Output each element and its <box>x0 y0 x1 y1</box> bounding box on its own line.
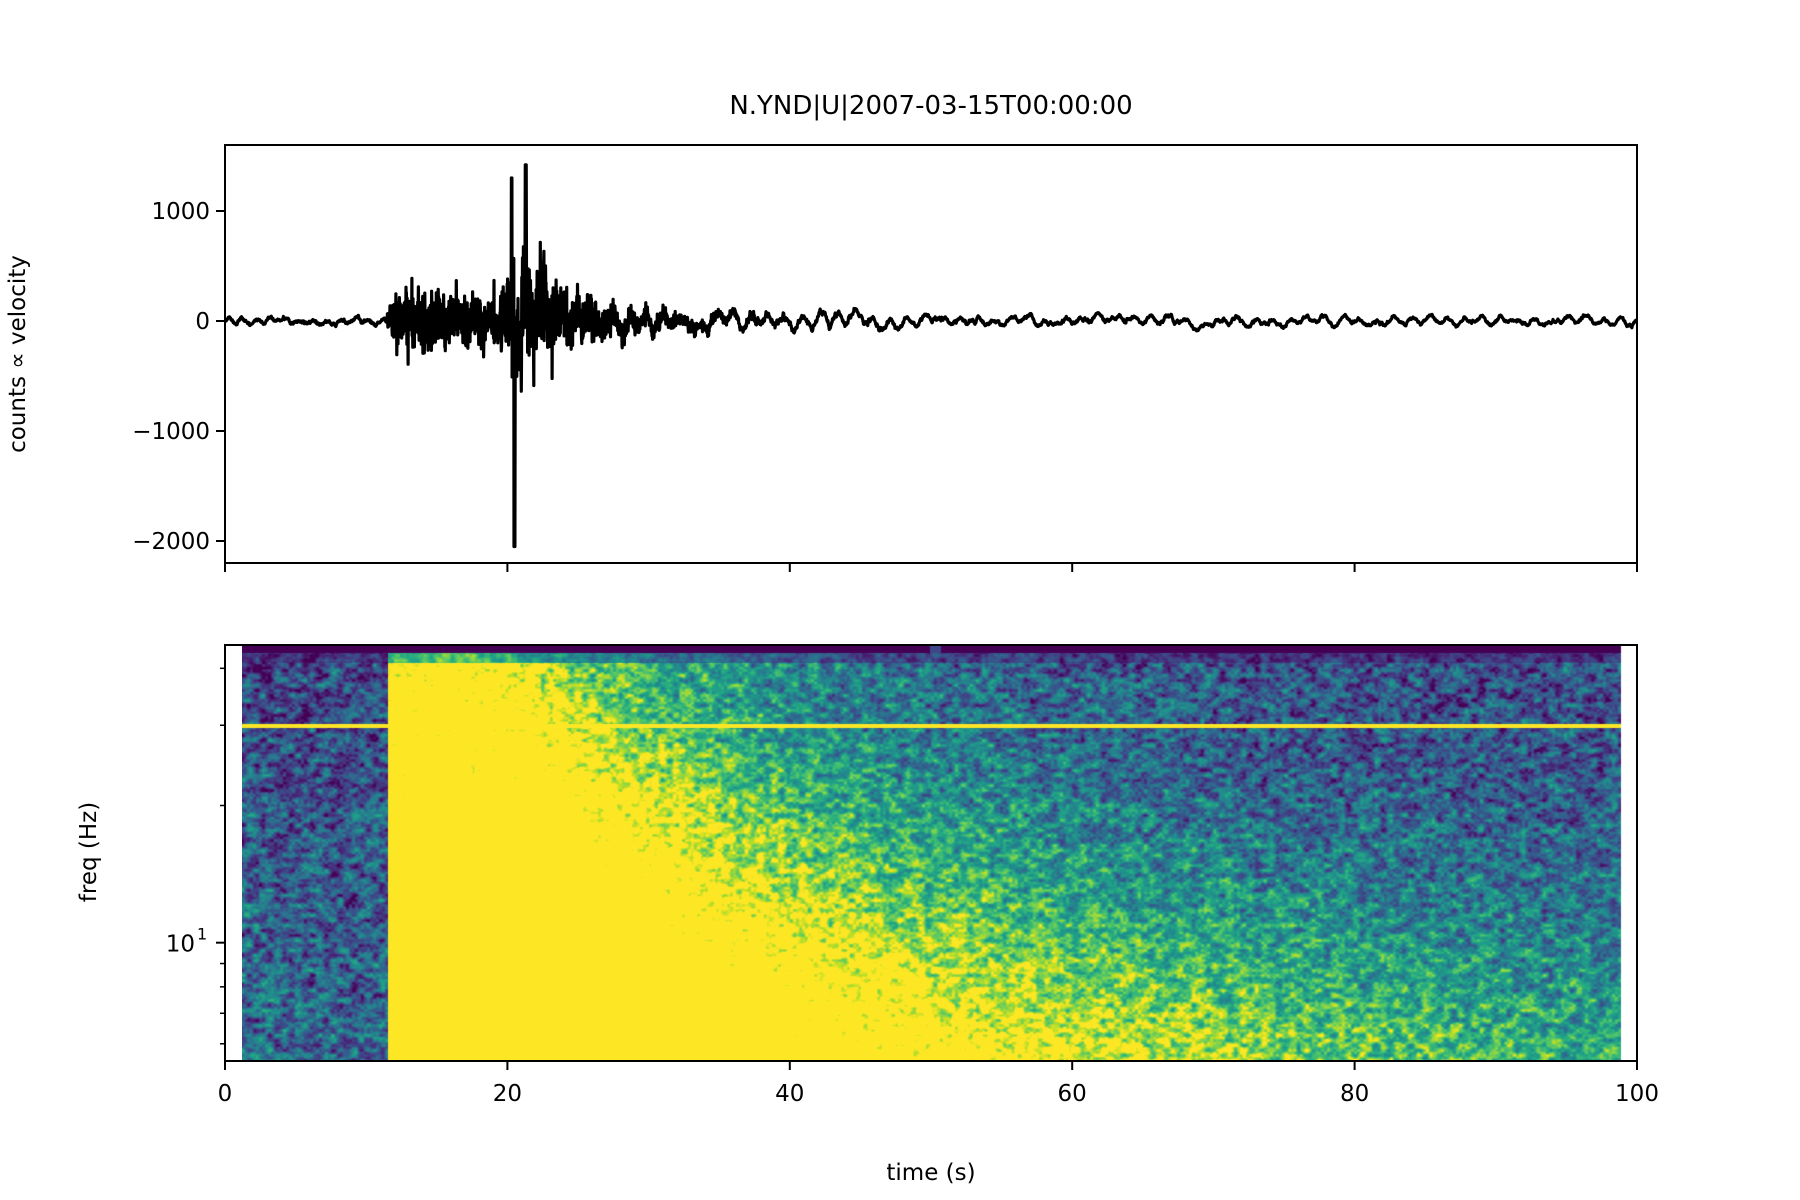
spectrogram-x-tick-label: 20 <box>493 1081 522 1107</box>
spectrogram-x-tick-label: 100 <box>1615 1081 1659 1107</box>
waveform-y-tick-label: −2000 <box>132 529 210 555</box>
spectrogram-x-axis-label: time (s) <box>886 1160 975 1186</box>
spectrogram-y-ticks: 10 1 <box>166 667 225 1045</box>
spectrogram-y-tick-label: 10 <box>166 932 195 958</box>
spectrogram-panel: 0 20 40 60 80 100 10 1 freq (Hz) time (s) <box>76 644 1659 1186</box>
spectrogram-x-tick-label: 40 <box>775 1081 804 1107</box>
waveform-panel: 1000 0 −1000 −2000 counts ∝ velocity <box>5 144 1638 572</box>
waveform-frame <box>224 144 1638 564</box>
spectrogram-x-tick-label: 80 <box>1340 1081 1369 1107</box>
waveform-y-tick-label: −1000 <box>132 419 210 445</box>
waveform-x-ticks <box>224 563 1638 572</box>
spectrogram-y-axis-label: freq (Hz) <box>76 802 102 902</box>
spectrogram-plot-area <box>225 645 1637 1061</box>
spectrogram-frame <box>224 644 1638 1062</box>
spectrogram-x-tick-label: 60 <box>1058 1081 1087 1107</box>
waveform-y-tick-label: 0 <box>195 309 210 335</box>
spectrogram-x-tick-label: 0 <box>218 1081 233 1107</box>
waveform-y-ticks: 1000 0 −1000 −2000 <box>132 199 225 555</box>
waveform-line <box>225 163 1637 549</box>
waveform-trace <box>225 163 1637 549</box>
spectrogram-y-tick-exponent: 1 <box>197 925 207 944</box>
waveform-y-tick-label: 1000 <box>151 199 210 225</box>
waveform-plot-area <box>225 145 1637 563</box>
waveform-y-axis-label: counts ∝ velocity <box>5 255 31 453</box>
spectrogram-x-ticks: 0 20 40 60 80 100 <box>218 1061 1659 1107</box>
chart-title: N.YND|U|2007-03-15T00:00:00 <box>729 91 1132 121</box>
